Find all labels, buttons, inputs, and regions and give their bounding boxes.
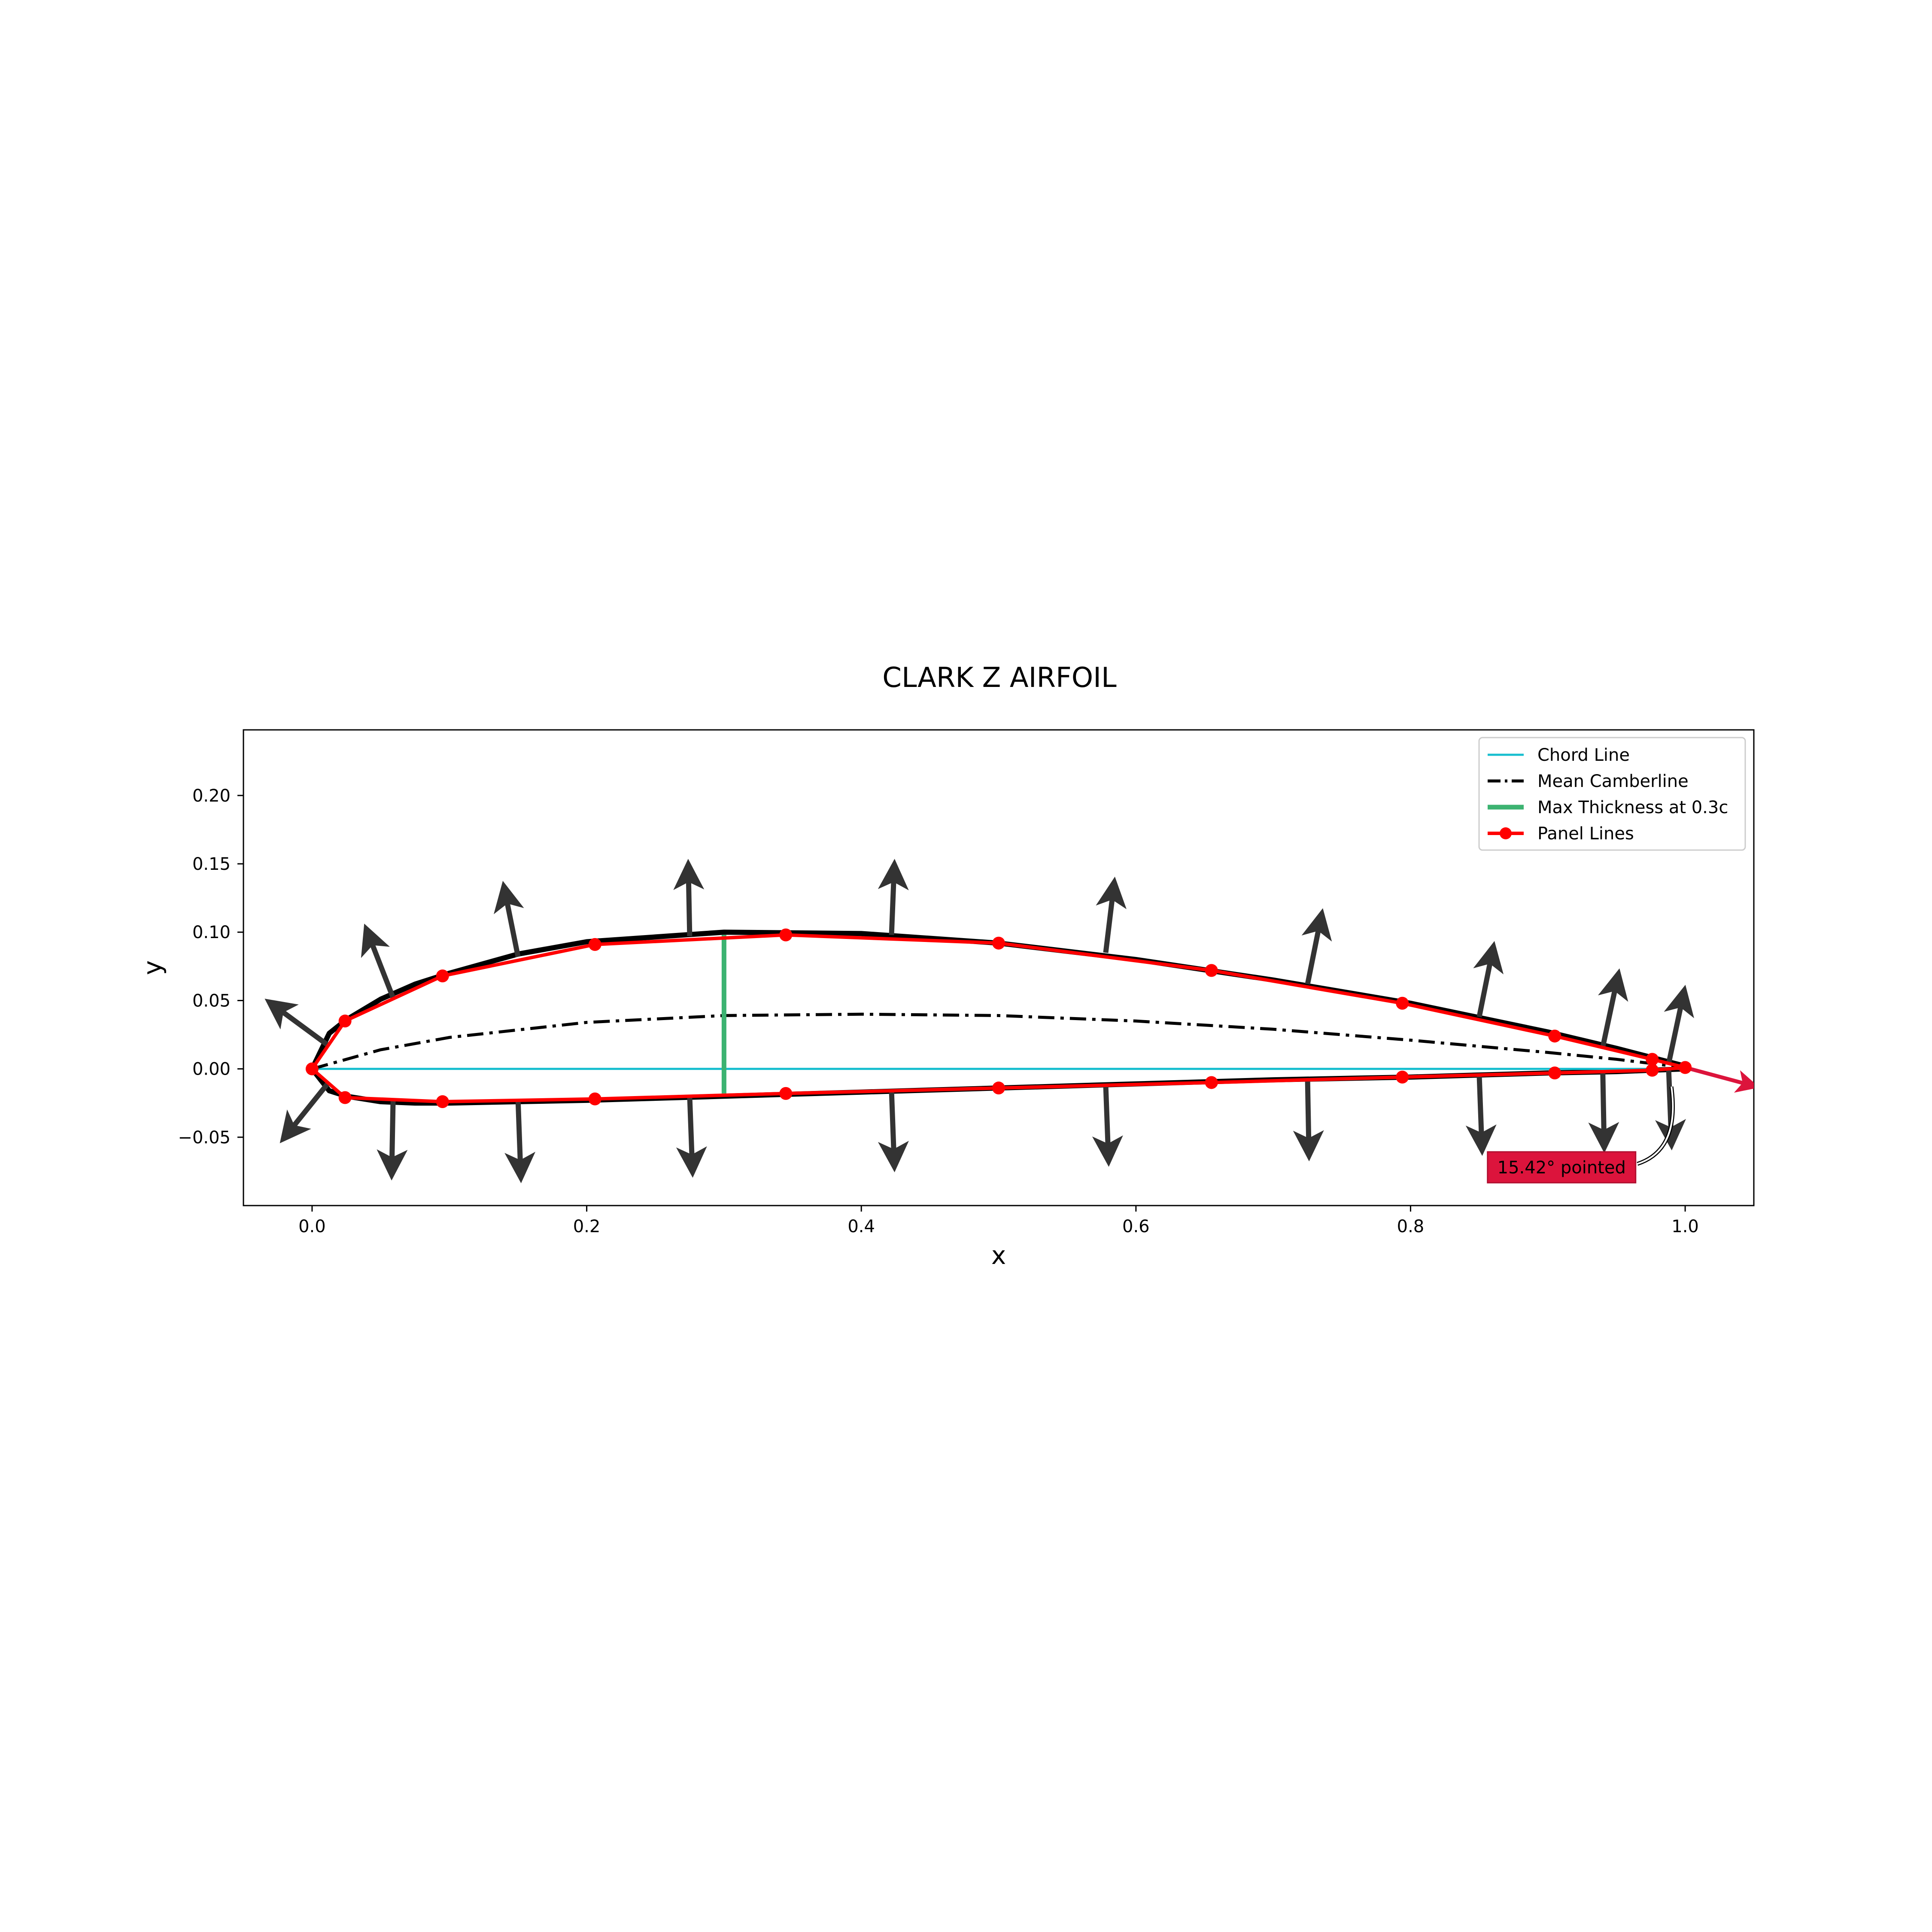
normal-vector-16 <box>1598 968 1628 1048</box>
y-tick-label-5: 0.20 <box>192 786 231 806</box>
annotation-arrow <box>1637 1086 1674 1165</box>
panel-point-1 <box>1646 1053 1659 1066</box>
panel-point-2 <box>1548 1030 1561 1043</box>
panel-point-6 <box>779 928 793 942</box>
y-tick-label-2: 0.05 <box>192 991 231 1011</box>
panel-point-7 <box>588 938 601 951</box>
y-tick-label-1: 0.00 <box>192 1060 231 1079</box>
panel-point-16 <box>1205 1076 1218 1089</box>
y-axis-ticks: −0.05 0.00 0.05 0.10 0.15 0.20 <box>178 786 243 1148</box>
normal-vector-0 <box>264 999 330 1048</box>
x-tick-label-0: 0.0 <box>298 1217 326 1236</box>
x-axis-label: x <box>991 1241 1006 1270</box>
panel-point-5 <box>992 936 1005 950</box>
normal-vector-10 <box>1096 876 1127 953</box>
x-tick-label-1: 0.2 <box>573 1217 601 1236</box>
legend-marker-3 <box>1500 827 1512 839</box>
y-axis-label: y <box>138 960 167 975</box>
x-tick-label-3: 0.6 <box>1122 1217 1150 1236</box>
panel-point-11 <box>338 1091 352 1104</box>
normal-vector-6 <box>673 859 705 936</box>
y-tick-label-0: −0.05 <box>178 1128 231 1148</box>
series-line-1 <box>311 1012 1686 1070</box>
annotation-box <box>1487 1151 1637 1184</box>
normal-vector-1 <box>279 1081 331 1143</box>
normal-vector-14 <box>1473 941 1504 1018</box>
panel-point-12 <box>436 1095 449 1109</box>
y-tick-label-3: 0.10 <box>192 923 231 942</box>
panel-point-15 <box>992 1081 1005 1095</box>
chart-title: CLARK Z AIRFOIL <box>882 662 1117 694</box>
annotation-text: 15.42° pointed <box>1498 1158 1626 1178</box>
normal-vector-3 <box>377 1099 408 1181</box>
normal-vector-13 <box>1293 1079 1324 1162</box>
panel-point-3 <box>1396 996 1409 1010</box>
panel-point-4 <box>1205 964 1218 977</box>
normal-vector-5 <box>504 1100 536 1183</box>
x-axis-ticks: 0.0 0.2 0.4 0.6 0.8 1.0 <box>298 1206 1699 1236</box>
panel-point-19 <box>1646 1063 1659 1077</box>
panel-point-10 <box>305 1062 319 1075</box>
trailing-edge-vector <box>1684 1066 1754 1093</box>
legend-label-1: Mean Camberline <box>1537 772 1689 791</box>
panel-point-9 <box>338 1015 352 1028</box>
panel-point-14 <box>779 1087 793 1100</box>
legend: Chord Line Mean Camberline Max Thickness a… <box>1478 737 1746 851</box>
normal-vector-9 <box>878 1091 909 1173</box>
normal-vector-8 <box>878 859 909 935</box>
legend-label-0: Chord Line <box>1537 745 1630 765</box>
normal-vector-15 <box>1465 1074 1497 1156</box>
normal-vector-2 <box>361 923 396 999</box>
normal-vector-11 <box>1092 1085 1123 1167</box>
normal-vector-17 <box>1588 1071 1619 1153</box>
legend-label-2: Max Thickness at 0.3c <box>1537 798 1728 817</box>
panel-point-18 <box>1548 1066 1561 1080</box>
normal-vector-4 <box>493 881 524 957</box>
normal-vector-12 <box>1301 908 1332 985</box>
y-tick-label-4: 0.15 <box>192 854 231 874</box>
x-tick-label-5: 1.0 <box>1671 1217 1699 1236</box>
panel-point-20 <box>1679 1061 1692 1074</box>
x-tick-label-2: 0.4 <box>848 1217 875 1236</box>
panel-point-17 <box>1396 1070 1409 1084</box>
panel-point-13 <box>588 1092 601 1106</box>
normal-vector-18 <box>1664 984 1694 1064</box>
legend-label-3: Panel Lines <box>1537 824 1634 844</box>
angle-annotation: 15.42° pointed <box>1487 1086 1675 1184</box>
panel-point-8 <box>436 969 449 983</box>
normal-vector-7 <box>676 1096 707 1178</box>
x-tick-label-4: 0.8 <box>1397 1217 1425 1236</box>
legend-box <box>1478 737 1746 851</box>
